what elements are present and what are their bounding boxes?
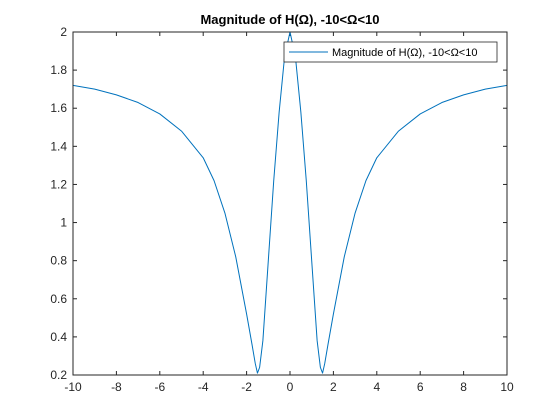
x-tick-label: -4 — [198, 380, 209, 394]
y-tick-label: 0.8 — [50, 254, 67, 268]
x-tick-label: 4 — [373, 380, 380, 394]
y-tick-label: 0.6 — [50, 292, 67, 306]
x-axis: -10 -8 -6 -4 -2 0 2 4 6 8 10 — [64, 32, 514, 394]
y-tick-label: 1.4 — [50, 139, 67, 153]
y-axis: 0.2 0.4 0.6 0.8 1 1.2 1.4 1.6 1.8 2 — [50, 25, 507, 382]
x-tick-label: 2 — [330, 380, 337, 394]
y-tick-label: 1 — [60, 216, 67, 230]
x-tick-label: 0 — [287, 380, 294, 394]
legend: Magnitude of H(Ω), -10<Ω<10 — [283, 41, 498, 63]
x-tick-label: -10 — [64, 380, 82, 394]
legend-label: Magnitude of H(Ω), -10<Ω<10 — [332, 47, 477, 59]
y-tick-label: 0.4 — [50, 330, 67, 344]
y-tick-label: 1.2 — [50, 177, 67, 191]
y-tick-label: 1.6 — [50, 101, 67, 115]
axes-box — [72, 31, 508, 376]
plot-area — [73, 32, 507, 375]
y-tick-label: 1.8 — [50, 63, 67, 77]
x-tick-label: -6 — [154, 380, 165, 394]
x-tick-label: 8 — [460, 380, 467, 394]
legend-box — [283, 41, 498, 63]
y-tick-label: 0.2 — [50, 368, 67, 382]
chart-title: Magnitude of H(Ω), -10<Ω<10 — [200, 12, 379, 27]
x-tick-label: 10 — [500, 380, 514, 394]
x-tick-label: -2 — [241, 380, 252, 394]
y-tick-label: 2 — [60, 25, 67, 39]
x-tick-label: 6 — [417, 380, 424, 394]
x-tick-label: -8 — [111, 380, 122, 394]
